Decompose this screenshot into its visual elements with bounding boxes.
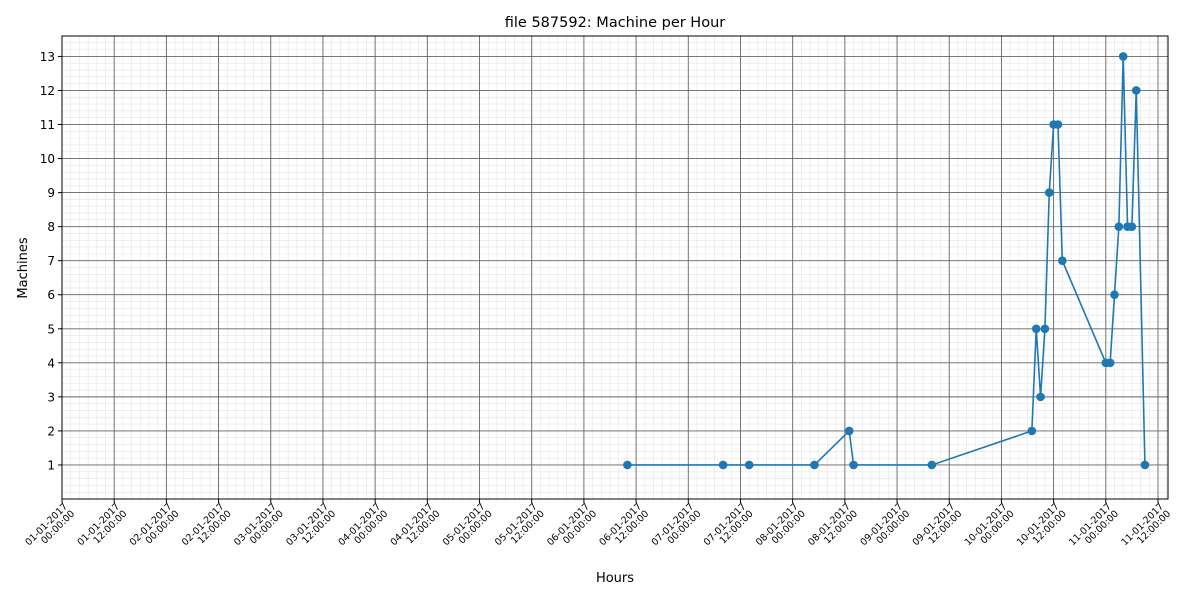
data-point [1127,222,1137,231]
data-point [810,460,819,470]
data-point [1105,358,1115,368]
data-point [1058,256,1067,265]
y-tick-label: 3 [47,390,55,404]
y-tick-label: 1 [47,458,55,472]
y-tick-label: 6 [47,288,55,302]
y-tick-label: 5 [47,322,55,336]
y-axis-label: Machines [16,237,31,298]
data-point [744,460,754,470]
series-line [627,56,1146,466]
data-point [1118,52,1128,61]
data-point [844,426,854,436]
y-tick-label: 9 [47,186,55,200]
plot-frame [61,35,1169,500]
y-tick-label: 8 [47,220,55,234]
data-point [1036,392,1045,402]
data-point [623,460,632,470]
data-point [1027,426,1037,436]
y-tick-label: 2 [47,424,55,438]
data-point [927,460,937,470]
chart-title: file 587592: Machine per Hour [505,15,726,31]
data-point [1114,222,1124,231]
y-tick-label: 4 [47,356,55,370]
data-point [1040,324,1050,334]
data-point [849,460,858,470]
data-point [1053,120,1063,129]
y-tick-label: 12 [40,84,55,98]
y-tick-label: 10 [40,152,55,166]
x-axis-label: Hours [596,571,634,586]
data-point [1140,460,1150,470]
y-tick-label: 11 [40,118,55,132]
y-tick-label: 13 [40,50,55,64]
data-point [718,460,728,470]
data-point [1110,290,1119,300]
data-point [1031,324,1041,334]
y-tick-label: 7 [47,254,55,268]
data-point [1131,86,1141,95]
data-point [1044,188,1054,197]
